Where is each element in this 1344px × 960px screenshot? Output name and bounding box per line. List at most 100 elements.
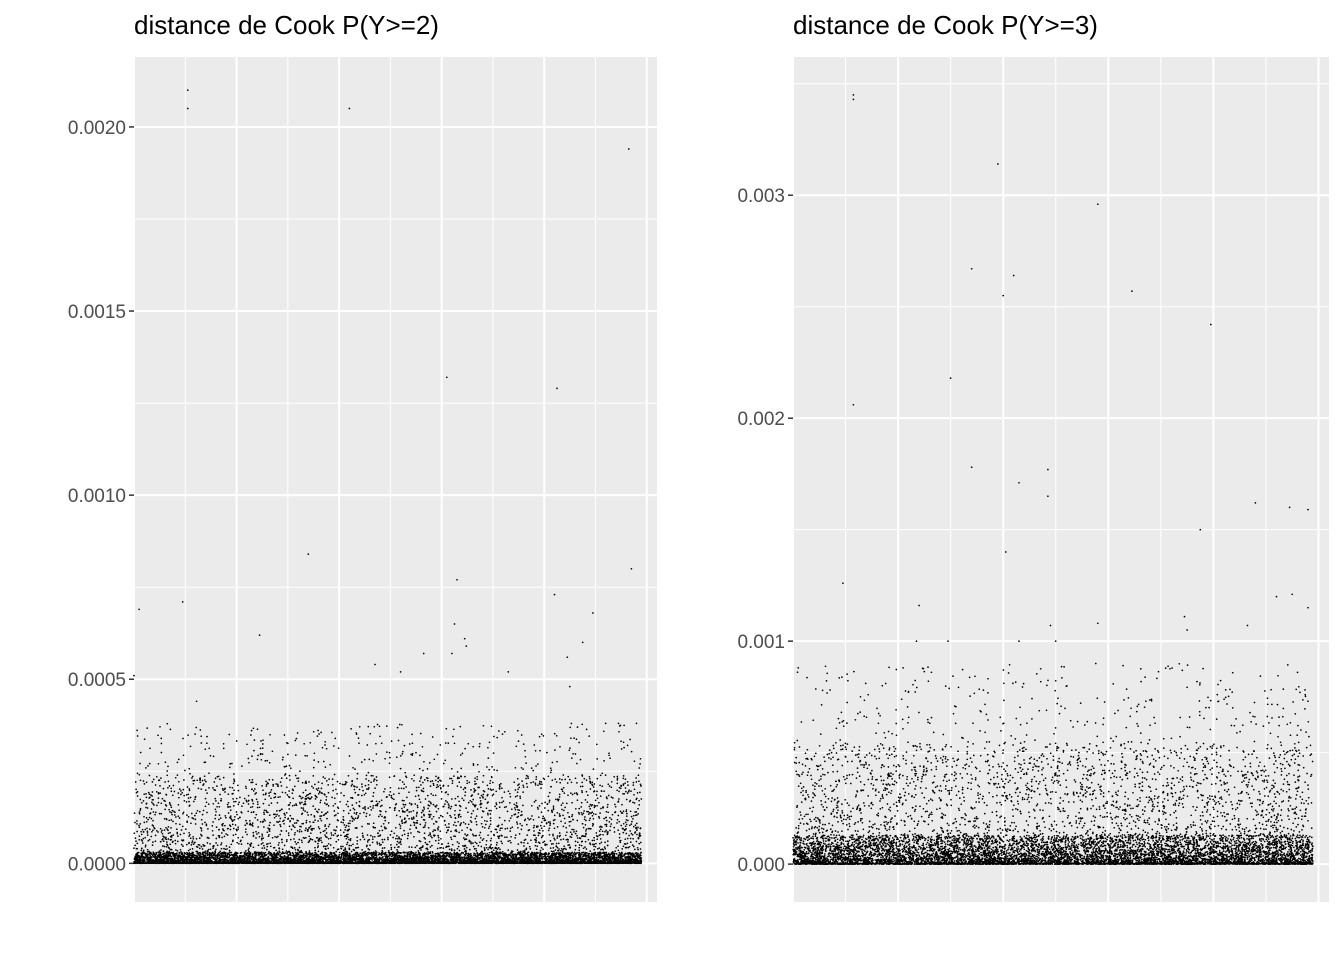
data-point xyxy=(299,795,302,798)
data-point xyxy=(432,823,435,825)
data-point xyxy=(380,799,383,802)
data-point xyxy=(300,797,303,800)
data-point xyxy=(260,758,263,761)
data-point xyxy=(427,850,429,853)
data-point xyxy=(464,823,467,825)
data-point xyxy=(556,846,559,849)
data-point xyxy=(610,796,613,798)
data-point xyxy=(252,790,255,792)
data-point xyxy=(191,817,194,819)
data-point xyxy=(252,802,255,805)
data-point xyxy=(170,787,173,790)
data-point xyxy=(564,806,566,809)
data-point xyxy=(147,765,149,767)
data-point xyxy=(478,742,481,745)
data-point xyxy=(367,779,370,782)
data-point xyxy=(489,823,492,826)
data-point xyxy=(539,780,541,783)
data-point xyxy=(301,801,303,804)
data-point xyxy=(546,751,548,754)
data-point xyxy=(150,808,153,810)
y-tick-label: 0.0010 xyxy=(68,486,126,507)
data-point xyxy=(486,784,489,787)
data-point xyxy=(540,781,543,783)
data-point xyxy=(462,859,464,862)
data-point xyxy=(163,845,166,848)
data-point xyxy=(354,791,357,794)
data-point xyxy=(490,837,493,840)
data-point xyxy=(248,761,250,764)
data-point xyxy=(363,793,366,796)
data-point xyxy=(527,777,530,780)
data-point xyxy=(154,840,157,843)
data-point xyxy=(464,838,467,840)
data-point xyxy=(634,824,637,827)
data-point xyxy=(453,849,456,852)
data-point xyxy=(174,839,177,842)
data-point xyxy=(605,829,607,832)
data-point xyxy=(525,782,528,785)
data-point xyxy=(194,814,196,817)
data-point xyxy=(274,813,276,816)
data-point xyxy=(472,845,475,848)
data-point xyxy=(188,767,191,770)
data-point xyxy=(362,836,364,839)
data-point xyxy=(352,766,354,769)
data-point xyxy=(253,788,256,790)
data-point xyxy=(629,799,632,802)
data-point xyxy=(487,848,489,851)
data-point xyxy=(447,785,450,787)
data-point xyxy=(622,783,625,785)
data-point xyxy=(589,807,592,810)
data-point xyxy=(306,811,309,814)
data-point xyxy=(401,799,404,802)
data-point xyxy=(490,775,493,778)
data-point xyxy=(572,752,574,755)
data-point xyxy=(472,833,474,836)
data-point xyxy=(588,805,591,808)
data-point xyxy=(436,847,439,850)
data-point xyxy=(340,854,343,857)
data-point xyxy=(295,804,298,807)
data-point xyxy=(584,816,586,818)
data-point xyxy=(139,779,142,782)
data-point xyxy=(621,803,623,806)
data-point xyxy=(625,809,628,811)
data-point xyxy=(304,829,307,832)
data-point xyxy=(316,735,319,737)
data-point xyxy=(534,799,537,802)
data-point xyxy=(298,838,301,841)
data-point xyxy=(204,789,207,791)
data-point xyxy=(585,828,588,831)
data-point xyxy=(553,827,556,830)
data-point xyxy=(395,843,398,846)
data-point xyxy=(371,838,374,841)
data-point xyxy=(317,845,320,847)
data-point xyxy=(365,812,368,815)
data-point xyxy=(372,759,375,762)
data-point xyxy=(415,789,418,792)
data-point xyxy=(435,820,437,823)
data-point xyxy=(458,842,460,845)
data-point xyxy=(573,737,575,739)
data-point xyxy=(550,843,553,845)
data-point xyxy=(591,839,594,842)
data-point xyxy=(271,836,274,839)
data-point xyxy=(402,750,404,753)
data-point xyxy=(309,825,312,827)
data-point xyxy=(399,815,402,818)
data-point xyxy=(224,815,227,817)
data-point xyxy=(276,851,279,854)
data-point xyxy=(636,829,638,831)
data-point xyxy=(401,723,403,726)
data-point xyxy=(574,844,577,847)
data-point xyxy=(499,829,501,832)
data-point xyxy=(170,827,172,829)
data-point xyxy=(552,834,554,837)
data-point xyxy=(190,822,192,825)
data-point xyxy=(268,761,271,764)
data-point xyxy=(571,828,573,831)
data-point xyxy=(219,817,222,819)
data-point xyxy=(527,851,530,854)
data-point xyxy=(289,779,291,781)
